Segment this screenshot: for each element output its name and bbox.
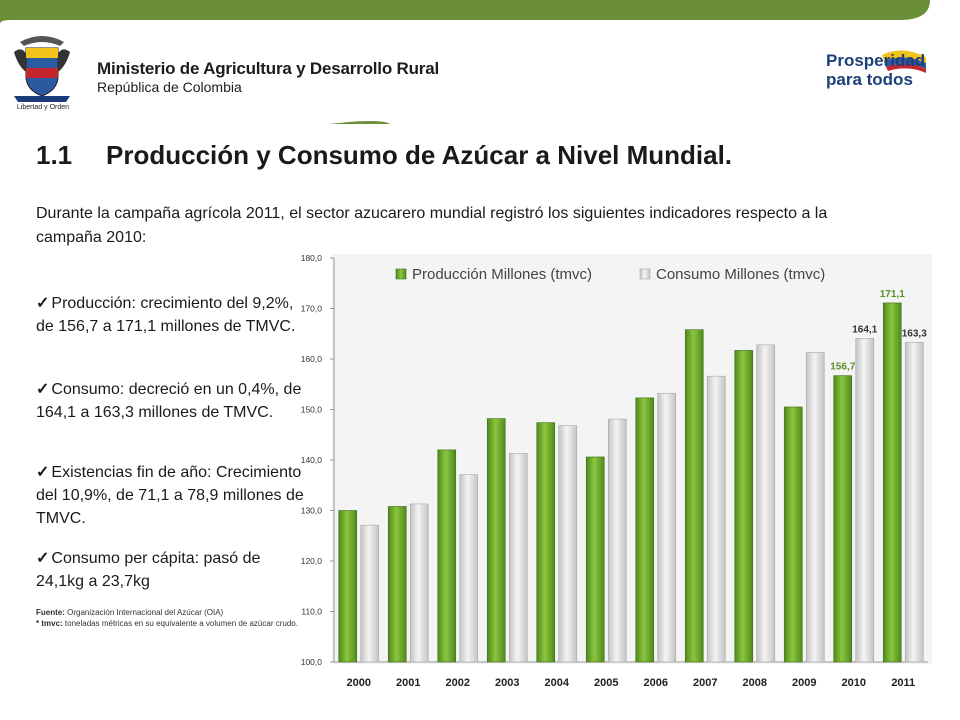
consumption-bar bbox=[657, 393, 677, 663]
production-bar bbox=[387, 506, 407, 663]
production-bar bbox=[635, 397, 655, 663]
x-tick-label: 2008 bbox=[743, 677, 767, 689]
data-label: 164,1 bbox=[852, 324, 877, 335]
logo-line-1: Prosperidad bbox=[826, 51, 926, 70]
y-tick-label: 130,0 bbox=[301, 506, 323, 516]
data-label: 163,3 bbox=[902, 328, 927, 339]
production-bar bbox=[833, 375, 853, 663]
consumption-bar bbox=[756, 344, 776, 663]
check-icon: ✓ bbox=[36, 295, 50, 312]
data-label: 171,1 bbox=[880, 289, 905, 300]
bullet-text: Existencias fin de año: Crecimiento del … bbox=[36, 464, 304, 527]
x-tick-label: 2000 bbox=[347, 677, 371, 689]
source-text: Organización Internacional del Azúcar (O… bbox=[67, 608, 224, 617]
y-tick-label: 150,0 bbox=[301, 405, 323, 415]
production-bar bbox=[684, 329, 704, 663]
legend-label: Producción Millones (tmvc) bbox=[412, 266, 592, 283]
x-tick-label: 2009 bbox=[792, 677, 816, 689]
production-bar bbox=[734, 350, 754, 663]
intro-paragraph: Durante la campaña agrícola 2011, el sec… bbox=[36, 205, 828, 246]
check-icon: ✓ bbox=[36, 381, 50, 398]
y-tick-label: 160,0 bbox=[301, 354, 323, 364]
legend-label: Consumo Millones (tmvc) bbox=[656, 266, 825, 283]
y-tick-label: 100,0 bbox=[301, 657, 323, 667]
tmvc-label: * tmvc: bbox=[36, 619, 63, 628]
bullet-text: Consumo: decreció en un 0,4%, de 164,1 a… bbox=[36, 381, 302, 421]
production-bar bbox=[437, 449, 457, 663]
republic-name: República de Colombia bbox=[97, 79, 242, 95]
production-bar bbox=[585, 456, 605, 663]
bullet-per-capita: ✓ Consumo per cápita: pasó de 24,1kg a 23… bbox=[36, 547, 308, 593]
bullet-production: ✓ Producción: crecimiento del 9,2%, de 15… bbox=[36, 292, 308, 338]
header-banner bbox=[0, 0, 960, 124]
x-tick-label: 2007 bbox=[693, 677, 717, 689]
check-icon: ✓ bbox=[36, 464, 50, 481]
bullet-consumption: ✓ Consumo: decreció en un 0,4%, de 164,1 … bbox=[36, 378, 308, 424]
prosperidad-logo: Prosperidad para todos bbox=[822, 47, 930, 102]
y-tick-label: 120,0 bbox=[301, 556, 323, 566]
x-tick-label: 2005 bbox=[594, 677, 618, 689]
consumption-bar bbox=[855, 337, 875, 663]
x-tick-label: 2001 bbox=[396, 677, 420, 689]
y-tick-label: 110,0 bbox=[301, 607, 322, 617]
production-bar bbox=[338, 510, 358, 663]
legend-swatch-consumption bbox=[639, 268, 651, 280]
header bbox=[0, 0, 960, 124]
plot-area bbox=[332, 254, 932, 664]
consumption-bar bbox=[508, 453, 528, 663]
y-tick-label: 140,0 bbox=[301, 455, 323, 465]
production-bar bbox=[882, 302, 902, 663]
x-tick-label: 2003 bbox=[495, 677, 519, 689]
colombia-crest-icon: Libertad y Orden bbox=[12, 32, 72, 116]
bar-chart: 100,0 110,0 120,0 130,0 140,0 150,0 160,0 170,0… bbox=[292, 244, 938, 692]
logo-line-2: para todos bbox=[826, 70, 913, 89]
legend-swatch-production bbox=[395, 268, 407, 280]
consumption-bar bbox=[360, 524, 380, 663]
source-label: Fuente: bbox=[36, 608, 65, 617]
bullet-stocks: ✓ Existencias fin de año: Crecimiento del… bbox=[36, 461, 308, 530]
x-tick-label: 2002 bbox=[446, 677, 470, 689]
data-label: 156,7 bbox=[830, 362, 855, 373]
tmvc-text: toneladas métricas en su equivalente a v… bbox=[64, 619, 298, 628]
section-number: 1.1 bbox=[36, 140, 73, 170]
y-tick-label: 180,0 bbox=[301, 253, 323, 263]
consumption-bar bbox=[607, 418, 627, 663]
production-bar bbox=[486, 418, 506, 663]
y-tick-label: 170,0 bbox=[301, 304, 323, 314]
consumption-bar bbox=[558, 425, 578, 663]
x-tick-label: 2010 bbox=[842, 677, 866, 689]
bullet-text: Producción: crecimiento del 9,2%, de 156… bbox=[36, 295, 296, 335]
chart-svg: 100,0 110,0 120,0 130,0 140,0 150,0 160,0 170,0… bbox=[301, 253, 932, 689]
check-icon: ✓ bbox=[36, 550, 50, 567]
x-tick-label: 2006 bbox=[644, 677, 668, 689]
consumption-bar bbox=[904, 342, 924, 663]
consumption-bar bbox=[805, 352, 825, 663]
bullet-text: Consumo per cápita: pasó de 24,1kg a 23,… bbox=[36, 550, 261, 590]
ministry-name: Ministerio de Agricultura y Desarrollo R… bbox=[97, 59, 439, 78]
production-bar bbox=[536, 422, 556, 663]
x-tick-label: 2004 bbox=[545, 677, 570, 689]
page-title: Producción y Consumo de Azúcar a Nivel M… bbox=[106, 140, 733, 170]
production-bar bbox=[783, 406, 803, 663]
x-tick-label: 2011 bbox=[891, 677, 915, 689]
crest-caption: Libertad y Orden bbox=[16, 104, 70, 111]
source-note: Fuente: Organización Internacional del A… bbox=[36, 607, 306, 629]
consumption-bar bbox=[706, 375, 726, 663]
consumption-bar bbox=[459, 474, 479, 663]
consumption-bar bbox=[409, 503, 429, 663]
